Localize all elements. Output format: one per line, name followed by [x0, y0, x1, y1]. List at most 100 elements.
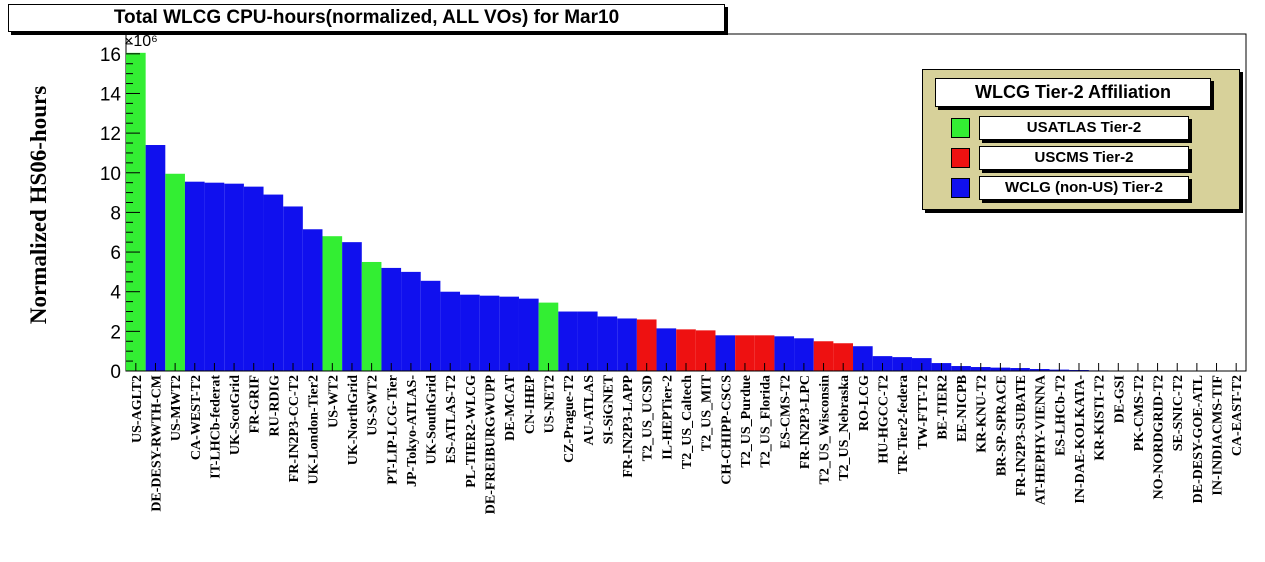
bar	[460, 294, 480, 371]
x-tick-label: PT-LIP-LCG-Tier	[385, 375, 400, 485]
x-tick-label: KR-KNU-T2	[975, 375, 990, 453]
x-tick-label: FR-GRIF	[248, 375, 263, 433]
y-tick-label: 2	[110, 322, 121, 343]
x-tick-label: DE-MCAT	[503, 374, 518, 441]
x-tick-label: T2_US_MIT	[700, 374, 715, 451]
bar	[420, 280, 441, 371]
bar	[381, 267, 402, 371]
y-axis-label: Normalized HS06-hours	[26, 85, 51, 325]
x-tick-label: CA-EAST-T2	[1230, 375, 1245, 456]
x-tick-label: US-NET2	[542, 375, 557, 433]
bar	[184, 181, 205, 371]
x-tick-label: IN-DAE-KOLKATA-	[1073, 375, 1088, 504]
x-tick-label: IN-INDIACMS-TIF	[1211, 375, 1226, 496]
x-tick-label: RU-RDIG	[267, 375, 282, 437]
y-tick-label: 4	[110, 283, 121, 304]
y-axis-exponent: ×10⁶	[124, 33, 158, 50]
legend-label-usatlas: USATLAS Tier-2	[979, 116, 1189, 140]
x-tick-label: US-SWT2	[366, 375, 381, 436]
x-tick-label: FR-IN2P3-LAPP	[621, 375, 636, 478]
x-tick-label: PL-TIER2-WLCG	[464, 375, 479, 488]
y-tick-label: 16	[100, 45, 121, 66]
bar	[204, 182, 225, 371]
bar	[283, 206, 303, 371]
x-tick-label: UK-SouthGrid	[425, 375, 440, 465]
x-tick-label: NO-NORDGRID-T2	[1152, 375, 1167, 499]
legend-title: WLCG Tier-2 Affiliation	[935, 78, 1211, 107]
x-tick-label: T2_US_Florida	[759, 375, 774, 468]
x-tick-label: EE-NICPB	[955, 375, 970, 442]
bar	[518, 298, 539, 371]
bar	[577, 311, 598, 371]
x-tick-label: FR-IN2P3-CC-T2	[287, 375, 302, 482]
bar	[165, 173, 185, 371]
x-tick-label: T2_US_Nebraska	[837, 375, 852, 481]
x-tick-label: KR-KISTI-T2	[1093, 375, 1108, 461]
bar	[479, 295, 500, 371]
x-tick-label: US-MWT2	[169, 375, 184, 441]
y-tick-label: 14	[100, 84, 122, 105]
legend-swatch-usatlas	[951, 118, 970, 138]
x-tick-label: SI-SiGNET	[601, 374, 616, 444]
x-tick-label: FR-IN2P3-LPC	[798, 375, 813, 469]
x-tick-label: US-WT2	[326, 375, 341, 428]
bar	[656, 328, 677, 371]
x-tick-label: BR-SP-SPRACE	[994, 375, 1009, 476]
y-tick-label: 6	[110, 243, 121, 264]
x-tick-label: IL-HEPTier-2	[660, 375, 675, 460]
y-tick-label: 10	[100, 164, 121, 185]
bar	[401, 271, 421, 371]
x-tick-label: CN-IHEP	[523, 375, 538, 435]
x-tick-label: DE-GSI	[1112, 375, 1127, 423]
x-tick-label: UK-NorthGrid	[346, 375, 361, 465]
x-tick-label: JP-Tokyo-ATLAS-	[405, 375, 420, 487]
bar	[263, 194, 284, 371]
bar	[538, 302, 559, 371]
x-tick-label: BE-TIER2	[935, 375, 950, 440]
legend-entry-uscms: USCMS Tier-2	[951, 146, 1235, 170]
bar	[243, 186, 264, 371]
x-tick-label: CZ-Prague-T2	[562, 375, 577, 463]
x-tick-label: T2_US_Wisconsin	[818, 375, 833, 485]
bar	[754, 335, 775, 371]
bar	[676, 329, 696, 371]
x-tick-label: IT-LHCb-federat	[208, 375, 223, 479]
x-tick-label: RO-LCG	[857, 375, 872, 431]
x-tick-label: US-AGLT2	[130, 375, 145, 443]
bar	[302, 229, 323, 371]
chart-title: Total WLCG CPU-hours(normalized, ALL VOs…	[8, 4, 725, 32]
x-tick-label: AU-ATLAS	[582, 375, 597, 446]
legend-swatch-wlcg	[951, 178, 970, 198]
y-tick-label: 12	[100, 124, 121, 145]
legend-label-wlcg: WCLG (non-US) Tier-2	[979, 176, 1189, 200]
bar	[715, 335, 736, 371]
x-tick-label: DE-DESY-GOE-ATL	[1191, 375, 1206, 503]
bar	[617, 318, 637, 371]
x-tick-label: HU-HGCC-T2	[876, 375, 891, 464]
bar	[558, 311, 578, 371]
x-tick-label: FR-IN2P3-SUBATE	[1014, 375, 1029, 496]
bar	[833, 343, 854, 371]
y-tick-label: 0	[110, 362, 121, 383]
bar	[499, 296, 519, 371]
bar	[322, 236, 343, 371]
x-tick-label: SE-SNIC-T2	[1171, 375, 1186, 451]
x-tick-label: T2_US_Purdue	[739, 375, 754, 468]
bar	[774, 336, 795, 371]
x-tick-label: CH-CHIPP-CSCS	[719, 375, 734, 485]
bar	[735, 335, 755, 371]
bar	[145, 145, 166, 371]
x-tick-label: PK-CMS-T2	[1132, 375, 1147, 451]
bar	[342, 242, 362, 371]
legend-label-uscms: USCMS Tier-2	[979, 146, 1189, 170]
x-tick-label: CA-WEST-T2	[189, 375, 204, 460]
legend-entry-usatlas: USATLAS Tier-2	[951, 116, 1235, 140]
x-tick-label: UK-ScotGrid	[228, 375, 243, 455]
x-tick-label: DE-DESY-RWTH-CM	[149, 375, 164, 512]
x-tick-label: T2_US_UCSD	[641, 375, 656, 461]
bar	[361, 261, 382, 371]
legend-swatch-uscms	[951, 148, 970, 168]
x-tick-label: ES-LHCb-T2	[1053, 375, 1068, 456]
bar	[794, 338, 814, 371]
